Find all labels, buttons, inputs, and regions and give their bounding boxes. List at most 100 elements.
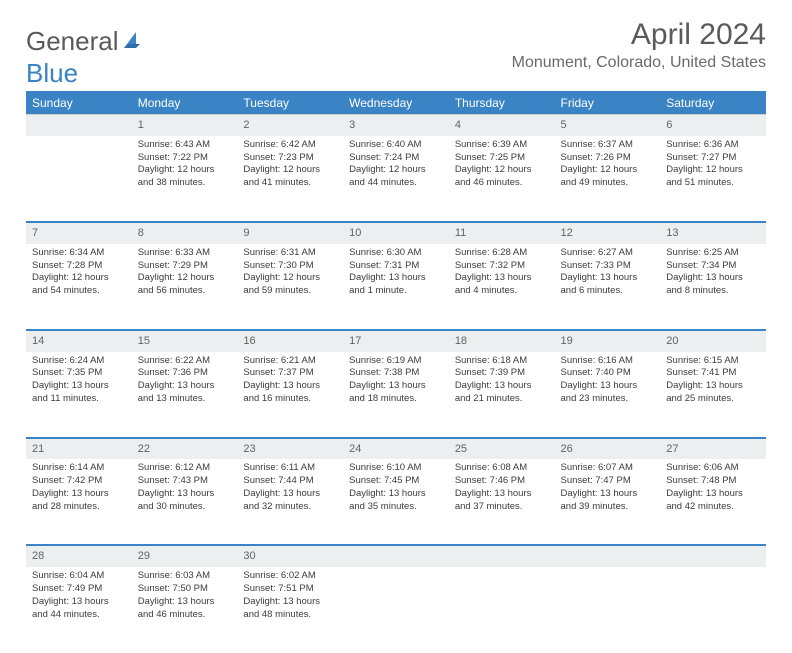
day-detail-row: Sunrise: 6:24 AMSunset: 7:35 PMDaylight:… [26,352,766,438]
sunset-text: Sunset: 7:25 PM [455,152,549,165]
sunrise-text: Sunrise: 6:33 AM [138,247,232,260]
day-number: 1 [132,115,238,136]
sunrise-text: Sunrise: 6:07 AM [561,462,655,475]
sunset-text: Sunset: 7:24 PM [349,152,443,165]
sunset-text: Sunset: 7:38 PM [349,367,443,380]
daylight-text: Daylight: 13 hours and 13 minutes. [138,380,232,406]
day-number: 13 [660,222,766,244]
daylight-text: Daylight: 13 hours and 18 minutes. [349,380,443,406]
day-cell: Sunrise: 6:21 AMSunset: 7:37 PMDaylight:… [237,352,343,438]
day-cell: Sunrise: 6:12 AMSunset: 7:43 PMDaylight:… [132,459,238,545]
day-detail-row: Sunrise: 6:14 AMSunset: 7:42 PMDaylight:… [26,459,766,545]
sunrise-text: Sunrise: 6:16 AM [561,355,655,368]
sunrise-text: Sunrise: 6:25 AM [666,247,760,260]
daylight-text: Daylight: 12 hours and 49 minutes. [561,164,655,190]
sunrise-text: Sunrise: 6:18 AM [455,355,549,368]
day-number-row: 123456 [26,115,766,136]
day-cell: Sunrise: 6:25 AMSunset: 7:34 PMDaylight:… [660,244,766,330]
day-cell: Sunrise: 6:22 AMSunset: 7:36 PMDaylight:… [132,352,238,438]
brand-part2: Blue [26,58,766,89]
day-cell: Sunrise: 6:27 AMSunset: 7:33 PMDaylight:… [555,244,661,330]
sunset-text: Sunset: 7:45 PM [349,475,443,488]
sunset-text: Sunset: 7:39 PM [455,367,549,380]
day-cell: Sunrise: 6:36 AMSunset: 7:27 PMDaylight:… [660,136,766,222]
daylight-text: Daylight: 13 hours and 21 minutes. [455,380,549,406]
sunrise-text: Sunrise: 6:12 AM [138,462,232,475]
month-title: April 2024 [512,18,766,52]
calendar-table: Sunday Monday Tuesday Wednesday Thursday… [26,91,766,653]
day-number: 26 [555,438,661,460]
sunrise-text: Sunrise: 6:03 AM [138,570,232,583]
day-cell [26,136,132,222]
sunrise-text: Sunrise: 6:40 AM [349,139,443,152]
day-cell: Sunrise: 6:33 AMSunset: 7:29 PMDaylight:… [132,244,238,330]
sunrise-text: Sunrise: 6:19 AM [349,355,443,368]
day-number: 30 [237,545,343,567]
daylight-text: Daylight: 12 hours and 44 minutes. [349,164,443,190]
sunset-text: Sunset: 7:29 PM [138,260,232,273]
sunset-text: Sunset: 7:49 PM [32,583,126,596]
daylight-text: Daylight: 12 hours and 51 minutes. [666,164,760,190]
sunset-text: Sunset: 7:27 PM [666,152,760,165]
sunset-text: Sunset: 7:44 PM [243,475,337,488]
day-cell: Sunrise: 6:11 AMSunset: 7:44 PMDaylight:… [237,459,343,545]
day-detail-row: Sunrise: 6:43 AMSunset: 7:22 PMDaylight:… [26,136,766,222]
day-number: 17 [343,330,449,352]
day-detail-row: Sunrise: 6:04 AMSunset: 7:49 PMDaylight:… [26,567,766,653]
sunrise-text: Sunrise: 6:42 AM [243,139,337,152]
sunset-text: Sunset: 7:42 PM [32,475,126,488]
day-cell: Sunrise: 6:24 AMSunset: 7:35 PMDaylight:… [26,352,132,438]
day-cell: Sunrise: 6:28 AMSunset: 7:32 PMDaylight:… [449,244,555,330]
day-number [555,545,661,567]
sunrise-text: Sunrise: 6:02 AM [243,570,337,583]
sunrise-text: Sunrise: 6:06 AM [666,462,760,475]
sunset-text: Sunset: 7:32 PM [455,260,549,273]
sunset-text: Sunset: 7:22 PM [138,152,232,165]
daylight-text: Daylight: 13 hours and 42 minutes. [666,488,760,514]
day-cell [343,567,449,653]
sunrise-text: Sunrise: 6:24 AM [32,355,126,368]
sunset-text: Sunset: 7:33 PM [561,260,655,273]
day-number: 5 [555,115,661,136]
sunset-text: Sunset: 7:26 PM [561,152,655,165]
sunrise-text: Sunrise: 6:04 AM [32,570,126,583]
daylight-text: Daylight: 12 hours and 46 minutes. [455,164,549,190]
day-number-row: 14151617181920 [26,330,766,352]
sunrise-text: Sunrise: 6:39 AM [455,139,549,152]
daylight-text: Daylight: 13 hours and 46 minutes. [138,596,232,622]
sunset-text: Sunset: 7:41 PM [666,367,760,380]
day-cell: Sunrise: 6:39 AMSunset: 7:25 PMDaylight:… [449,136,555,222]
daylight-text: Daylight: 13 hours and 6 minutes. [561,272,655,298]
sunset-text: Sunset: 7:28 PM [32,260,126,273]
daylight-text: Daylight: 12 hours and 56 minutes. [138,272,232,298]
day-number [449,545,555,567]
daylight-text: Daylight: 13 hours and 8 minutes. [666,272,760,298]
day-cell: Sunrise: 6:34 AMSunset: 7:28 PMDaylight:… [26,244,132,330]
day-cell: Sunrise: 6:15 AMSunset: 7:41 PMDaylight:… [660,352,766,438]
daylight-text: Daylight: 13 hours and 4 minutes. [455,272,549,298]
daylight-text: Daylight: 13 hours and 44 minutes. [32,596,126,622]
day-cell: Sunrise: 6:08 AMSunset: 7:46 PMDaylight:… [449,459,555,545]
sunrise-text: Sunrise: 6:28 AM [455,247,549,260]
day-cell: Sunrise: 6:30 AMSunset: 7:31 PMDaylight:… [343,244,449,330]
sunset-text: Sunset: 7:48 PM [666,475,760,488]
day-number: 20 [660,330,766,352]
sunset-text: Sunset: 7:51 PM [243,583,337,596]
day-cell: Sunrise: 6:42 AMSunset: 7:23 PMDaylight:… [237,136,343,222]
sunrise-text: Sunrise: 6:21 AM [243,355,337,368]
sunset-text: Sunset: 7:36 PM [138,367,232,380]
daylight-text: Daylight: 12 hours and 54 minutes. [32,272,126,298]
day-cell: Sunrise: 6:37 AMSunset: 7:26 PMDaylight:… [555,136,661,222]
day-number: 2 [237,115,343,136]
day-cell: Sunrise: 6:31 AMSunset: 7:30 PMDaylight:… [237,244,343,330]
day-number-row: 21222324252627 [26,438,766,460]
sunset-text: Sunset: 7:50 PM [138,583,232,596]
weekday-header: Tuesday [237,92,343,115]
day-number: 16 [237,330,343,352]
day-number: 15 [132,330,238,352]
sunrise-text: Sunrise: 6:10 AM [349,462,443,475]
day-number [660,545,766,567]
daylight-text: Daylight: 13 hours and 23 minutes. [561,380,655,406]
day-number [26,115,132,136]
daylight-text: Daylight: 13 hours and 1 minute. [349,272,443,298]
